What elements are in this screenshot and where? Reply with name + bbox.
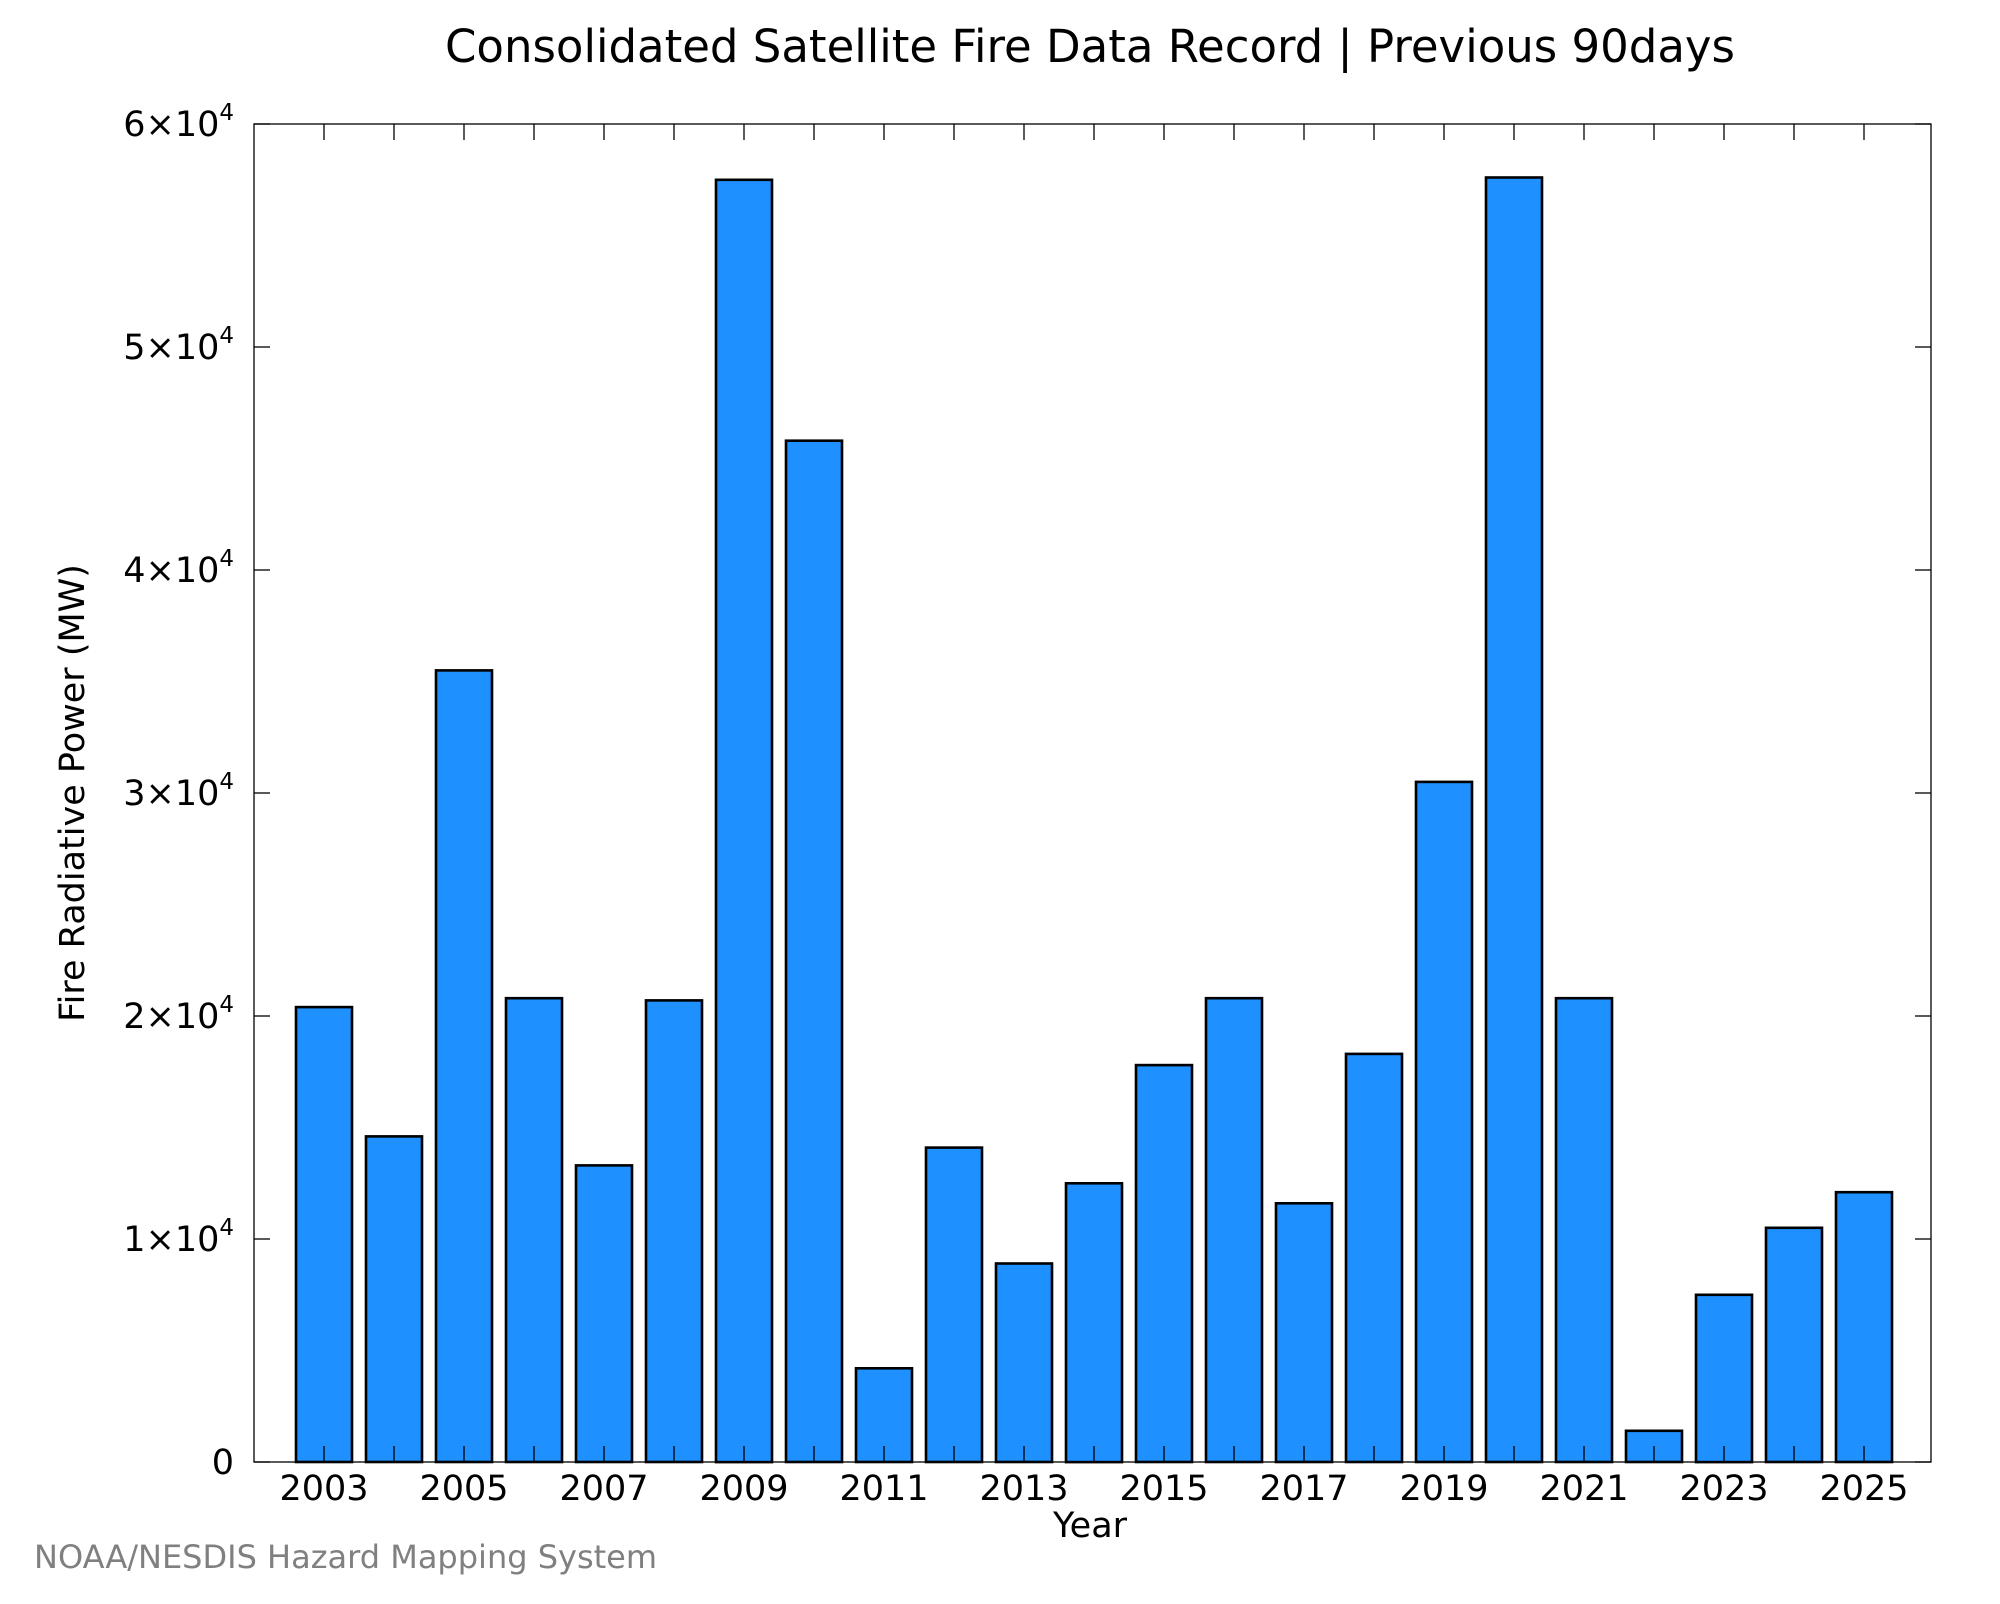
bar-2016 — [1204, 996, 1264, 1464]
x-tick-label: 2003 — [279, 1469, 368, 1509]
bar-2012 — [924, 1146, 984, 1464]
bar-2021 — [1554, 996, 1614, 1464]
x-tick-label: 2017 — [1259, 1469, 1348, 1509]
footer-credit: NOAA/NESDIS Hazard Mapping System — [34, 1538, 658, 1576]
bar-2010 — [784, 439, 844, 1464]
x-tick-label: 2011 — [839, 1469, 928, 1509]
bar-2007 — [574, 1164, 634, 1464]
bar-2009 — [714, 178, 774, 1464]
x-tick-label: 2009 — [699, 1469, 788, 1509]
x-tick-label: 2025 — [1819, 1469, 1908, 1509]
bar-2023 — [1694, 1293, 1754, 1464]
bar-2008 — [644, 999, 704, 1464]
x-tick-label: 2023 — [1679, 1469, 1768, 1509]
y-tick-label: 5×104 — [123, 323, 234, 368]
bar-2020 — [1484, 176, 1544, 1464]
x-tick-label: 2015 — [1119, 1469, 1208, 1509]
bar-2018 — [1344, 1052, 1404, 1464]
bar-2017 — [1274, 1202, 1334, 1464]
x-tick-label: 2019 — [1399, 1469, 1488, 1509]
bar-2006 — [504, 996, 564, 1464]
bars-group — [294, 176, 1894, 1464]
bar-2015 — [1134, 1063, 1194, 1464]
ticks-group: 2003 2005 2007 2009 2011 2013 2015 2017 2019 2021… — [123, 100, 1931, 1509]
y-tick-label: 1×104 — [123, 1215, 234, 1260]
bar-2004 — [364, 1135, 424, 1464]
bar-2019 — [1414, 780, 1474, 1464]
bar-2014 — [1064, 1182, 1124, 1464]
x-tick-label: 2005 — [419, 1469, 508, 1509]
chart-title: Consolidated Satellite Fire Data Record … — [445, 20, 1735, 73]
y-tick-label: 0 — [212, 1443, 234, 1483]
y-tick-label: 6×104 — [123, 100, 234, 145]
y-tick-label: 3×104 — [123, 769, 234, 814]
plot-frame — [253, 123, 1932, 1463]
y-tick-label: 2×104 — [123, 992, 234, 1037]
y-tick-label: 4×104 — [123, 546, 234, 591]
x-tick-label: 2007 — [559, 1469, 648, 1509]
bar-2013 — [994, 1262, 1054, 1464]
bar-2025 — [1834, 1190, 1894, 1464]
bar-2024 — [1764, 1226, 1824, 1464]
y-axis-label: Fire Radiative Power (MW) — [53, 564, 93, 1022]
x-axis-label: Year — [1052, 1506, 1128, 1546]
bar-2003 — [294, 1005, 354, 1464]
x-tick-label: 2013 — [979, 1469, 1068, 1509]
bar-2005 — [434, 669, 494, 1464]
x-tick-label: 2021 — [1539, 1469, 1628, 1509]
